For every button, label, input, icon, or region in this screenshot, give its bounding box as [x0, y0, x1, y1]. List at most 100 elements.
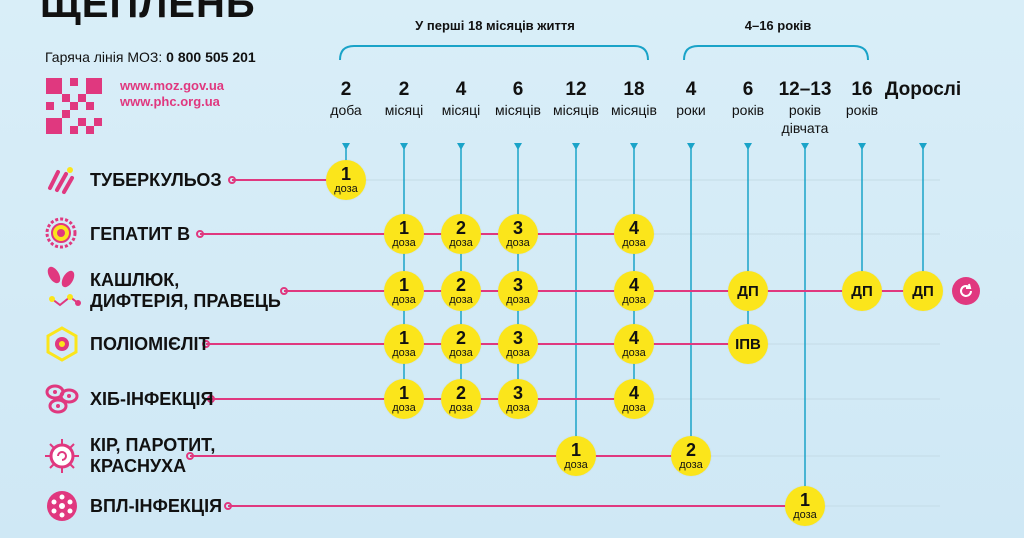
dose-number: 1 [398, 217, 409, 238]
dose-number: 1 [398, 327, 409, 348]
pertussis-bacteria-icon [44, 265, 84, 320]
dose-number: 3 [512, 274, 523, 295]
dose-marker[interactable]: 4 доза [614, 379, 654, 419]
row-label-0: ТУБЕРКУЛЬОЗ [90, 170, 222, 191]
dose-marker[interactable]: 4 доза [614, 214, 654, 254]
column-age: 6 [742, 79, 754, 100]
dose-number: 4 [628, 327, 639, 348]
column-age: 12–13 [778, 79, 832, 100]
measles-virus-icon [44, 438, 80, 479]
column-arrow-icon [858, 143, 866, 150]
row-label-line: ДИФТЕРІЯ, ПРАВЕЦЬ [90, 291, 281, 311]
dose-marker[interactable]: 1 доза [384, 324, 424, 364]
dose-word: доза [622, 293, 646, 306]
dose-number: 2 [455, 327, 466, 348]
row-label-line: ГЕПАТИТ В [90, 223, 191, 244]
dose-vaccine-code: ДП [851, 282, 873, 300]
dose-word: доза [449, 346, 473, 359]
column-unit: доба [330, 102, 362, 118]
dose-marker[interactable]: 1 доза [785, 486, 825, 526]
dose-marker[interactable]: 2 доза [441, 271, 481, 311]
column-unit: місяців [495, 102, 541, 118]
group-label-first-18-months: У перші 18 місяців життя [415, 18, 575, 33]
row-line-start-dot [224, 502, 232, 510]
dose-marker[interactable]: 1 доза [326, 160, 366, 200]
row-label-line: ТУБЕРКУЛЬОЗ [90, 169, 222, 190]
row-label-line: КРАСНУХА [90, 456, 187, 476]
dose-word: доза [622, 236, 646, 249]
website-link-moz[interactable]: www.moz.gov.ua [120, 78, 225, 93]
dose-word: доза [622, 346, 646, 359]
column-age: Дорослі [884, 79, 962, 100]
hepatitis-virus-icon [44, 216, 78, 255]
dose-number: 1 [799, 489, 810, 510]
dose-number: 4 [628, 382, 639, 403]
dose-number: 4 [628, 274, 639, 295]
tuberculosis-bacteria-icon [44, 162, 78, 201]
group-label-4-16-years: 4–16 років [744, 18, 812, 33]
dose-marker[interactable]: 1 доза [384, 379, 424, 419]
column-arrow-icon [744, 143, 752, 150]
dose-word: доза [334, 182, 358, 195]
column-unit: місяці [441, 102, 481, 118]
hotline-number[interactable]: 0 800 505 201 [166, 49, 256, 65]
row-label-line: КІР, ПАРОТИТ, [90, 435, 216, 455]
dose-marker[interactable]: 2 доза [671, 436, 711, 476]
dose-word: доза [793, 508, 817, 521]
dose-vaccine-code: ДП [737, 282, 759, 300]
dose-marker[interactable]: ІПВ [728, 324, 768, 364]
row-line-start-dot [202, 340, 210, 348]
dose-word: доза [506, 236, 530, 249]
column-arrow-icon [514, 143, 522, 150]
website-link-phc[interactable]: www.phc.org.ua [120, 94, 220, 109]
dose-marker[interactable]: ДП [842, 271, 882, 311]
dose-word: доза [449, 293, 473, 306]
column-unit: років [731, 102, 765, 118]
dose-number: 1 [398, 274, 409, 295]
dose-marker[interactable]: 2 доза [441, 379, 481, 419]
dose-marker[interactable]: 3 доза [498, 214, 538, 254]
dose-number: 1 [340, 163, 351, 184]
dose-marker[interactable]: 4 доза [614, 271, 654, 311]
dose-word: доза [392, 346, 416, 359]
row-label-line: ХІБ-ІНФЕКЦІЯ [90, 388, 214, 409]
column-age: 18 [623, 79, 645, 100]
column-arrow-icon [687, 143, 695, 150]
dose-marker[interactable]: 4 доза [614, 324, 654, 364]
dose-marker[interactable]: 2 доза [441, 214, 481, 254]
dose-word: доза [506, 346, 530, 359]
qr-code-icon[interactable] [46, 78, 102, 134]
repeat-every-10-years-icon [952, 277, 980, 305]
dose-number: 1 [570, 439, 581, 460]
dose-number: 4 [628, 217, 639, 238]
column-age: 2 [398, 79, 410, 100]
bracket-4-16-years [683, 45, 869, 61]
row-label-2: КАШЛЮК, ДИФТЕРІЯ, ПРАВЕЦЬ [90, 270, 281, 312]
dose-marker[interactable]: 1 доза [384, 214, 424, 254]
dose-word: доза [392, 401, 416, 414]
dose-marker[interactable]: 1 доза [556, 436, 596, 476]
dose-vaccine-code: ІПВ [735, 335, 761, 353]
dose-number: 2 [455, 274, 466, 295]
column-arrow-icon [919, 143, 927, 150]
dose-marker[interactable]: 3 доза [498, 379, 538, 419]
column-arrow-icon [630, 143, 638, 150]
hpv-virus-icon [44, 488, 80, 529]
polio-virus-icon [44, 326, 80, 367]
dose-marker[interactable]: 2 доза [441, 324, 481, 364]
dose-marker[interactable]: 3 доза [498, 324, 538, 364]
dose-vaccine-code: ДП [912, 282, 934, 300]
column-unit: місяці [384, 102, 424, 118]
dose-marker[interactable]: 1 доза [384, 271, 424, 311]
dose-number: 1 [398, 382, 409, 403]
dose-number: 3 [512, 382, 523, 403]
dose-marker[interactable]: 3 доза [498, 271, 538, 311]
row-label-line: КАШЛЮК, [90, 270, 180, 290]
column-age: 4 [455, 79, 467, 100]
column-arrow-icon [457, 143, 465, 150]
dose-marker[interactable]: ДП [728, 271, 768, 311]
column-arrow-icon [572, 143, 580, 150]
dose-word: доза [449, 401, 473, 414]
dose-marker[interactable]: ДП [903, 271, 943, 311]
row-label-5: КІР, ПАРОТИТ, КРАСНУХА [90, 435, 215, 477]
